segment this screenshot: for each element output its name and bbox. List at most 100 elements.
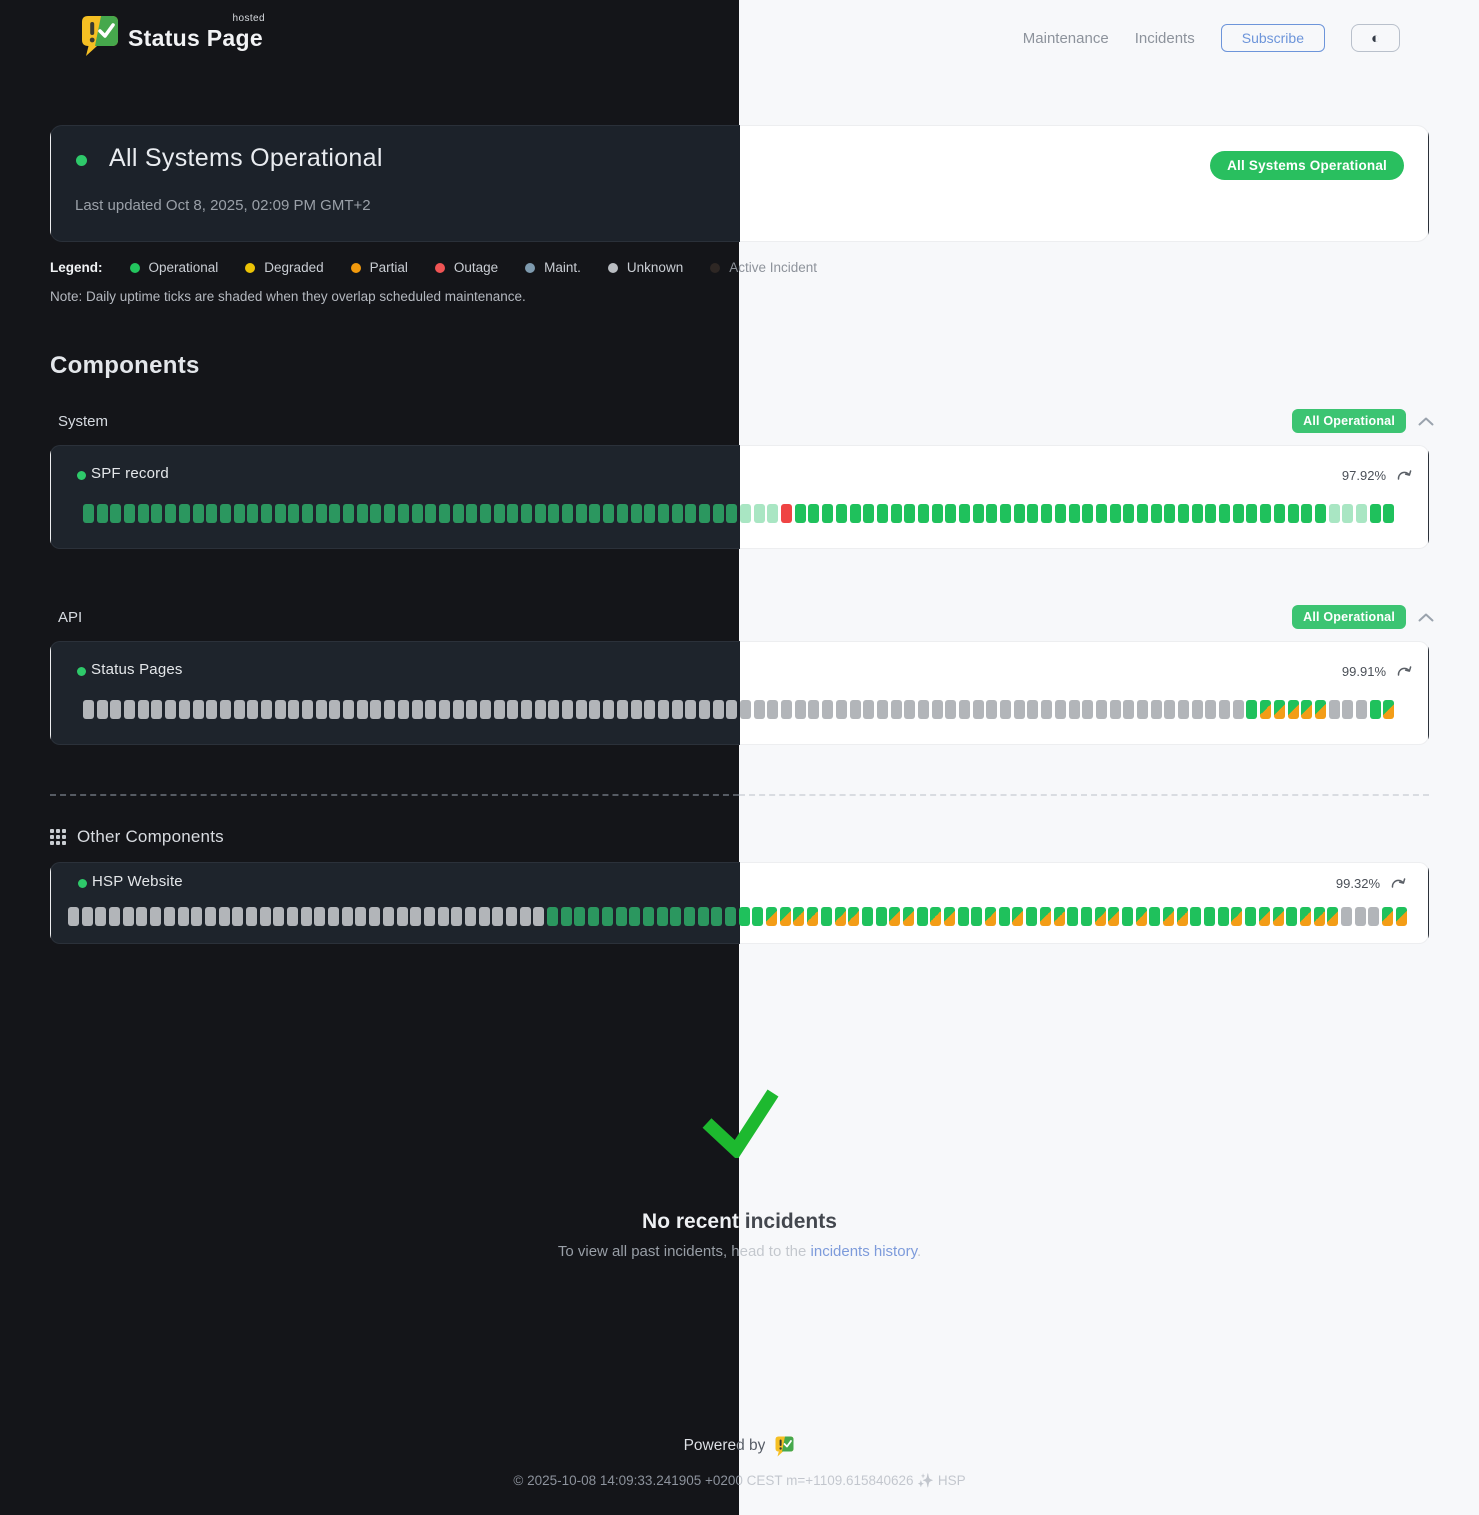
uptime-tick xyxy=(507,700,519,719)
uptime-tick xyxy=(560,907,572,926)
uptime-tick xyxy=(698,700,710,719)
uptime-tick xyxy=(178,504,190,523)
uptime-tick xyxy=(151,504,163,523)
uptime-tick xyxy=(466,504,478,523)
chevron-up-icon[interactable] xyxy=(1418,417,1434,426)
uptime-tick xyxy=(945,504,957,523)
nav-maintenance[interactable]: Maintenance xyxy=(1022,29,1109,47)
uptime-tick xyxy=(466,700,478,719)
uptime-tick xyxy=(110,700,122,719)
subscribe-button[interactable]: Subscribe xyxy=(1220,24,1325,52)
uptime-tick xyxy=(1054,700,1066,719)
incidents-history-link[interactable]: incidents history xyxy=(810,1243,917,1260)
uptime-tick xyxy=(192,700,204,719)
chevron-up-icon[interactable] xyxy=(1418,613,1434,622)
other-components-header: Other Components xyxy=(50,827,224,847)
legend-dot xyxy=(710,262,721,273)
uptime-tick xyxy=(411,504,423,523)
uptime-tick xyxy=(972,504,984,523)
uptime-tick xyxy=(917,504,929,523)
uptime-tick xyxy=(794,504,806,523)
uptime-tick xyxy=(150,907,162,926)
top-nav: Maintenance Incidents Subscribe ◐ xyxy=(1023,24,1400,52)
legend-name: Partial xyxy=(369,260,408,275)
refresh-icon[interactable] xyxy=(1391,877,1406,890)
uptime-tick xyxy=(601,907,613,926)
uptime-tick xyxy=(575,504,587,523)
component-name: Status Pages xyxy=(91,661,183,678)
uptime-tick xyxy=(1136,700,1148,719)
theme-toggle-button[interactable]: ◐ xyxy=(1351,24,1400,52)
uptime-tick xyxy=(1327,907,1339,926)
powered-logo-icon[interactable] xyxy=(774,1435,795,1457)
uptime-tick xyxy=(1109,504,1121,523)
uptime-percent: 99.91% xyxy=(1341,664,1386,679)
uptime-ticks-row xyxy=(83,504,1395,523)
uptime-tick xyxy=(794,700,806,719)
uptime-tick xyxy=(519,907,531,926)
refresh-icon[interactable] xyxy=(1397,665,1412,678)
uptime-tick xyxy=(767,700,779,719)
uptime-tick xyxy=(1246,700,1258,719)
uptime-tick xyxy=(848,907,860,926)
uptime-tick xyxy=(890,504,902,523)
uptime-tick xyxy=(1067,907,1079,926)
uptime-tick xyxy=(109,907,121,926)
uptime-tick xyxy=(630,504,642,523)
uptime-tick xyxy=(110,504,122,523)
uptime-tick xyxy=(1041,700,1053,719)
uptime-tick xyxy=(671,504,683,523)
uptime-tick xyxy=(1301,700,1313,719)
uptime-tick xyxy=(218,907,230,926)
uptime-tick xyxy=(452,504,464,523)
uptime-tick xyxy=(752,907,764,926)
uptime-tick xyxy=(904,700,916,719)
uptime-tick xyxy=(492,907,504,926)
uptime-tick xyxy=(96,700,108,719)
uptime-tick xyxy=(300,907,312,926)
components-heading: Components xyxy=(50,352,200,379)
uptime-tick xyxy=(122,907,134,926)
uptime-tick xyxy=(1273,504,1285,523)
uptime-tick xyxy=(341,907,353,926)
uptime-tick xyxy=(437,907,449,926)
status-dot xyxy=(76,155,87,166)
uptime-tick xyxy=(603,700,615,719)
uptime-tick xyxy=(1082,504,1094,523)
powered-by: Powered by xyxy=(0,1435,1479,1457)
uptime-tick xyxy=(685,700,697,719)
uptime-tick xyxy=(314,907,326,926)
uptime-tick xyxy=(507,504,519,523)
uptime-tick xyxy=(356,700,368,719)
uptime-tick xyxy=(1178,504,1189,523)
uptime-tick xyxy=(233,700,245,719)
uptime-tick xyxy=(808,504,820,523)
uptime-tick xyxy=(274,700,286,719)
uptime-tick xyxy=(1123,504,1135,523)
uptime-tick xyxy=(81,907,93,926)
legend-dot xyxy=(245,262,256,273)
uptime-tick xyxy=(1136,504,1148,523)
uptime-tick xyxy=(588,907,600,926)
refresh-icon[interactable] xyxy=(1397,469,1412,482)
uptime-tick xyxy=(657,504,669,523)
uptime-tick xyxy=(779,907,791,926)
uptime-tick xyxy=(917,700,929,719)
uptime-tick xyxy=(1369,700,1381,719)
uptime-tick xyxy=(382,907,394,926)
uptime-tick xyxy=(1299,907,1311,926)
theme-toggle-icon: ◐ xyxy=(1370,29,1381,47)
grid-icon xyxy=(50,829,66,845)
uptime-tick xyxy=(1258,907,1270,926)
uptime-tick xyxy=(273,907,285,926)
uptime-tick xyxy=(1123,700,1135,719)
uptime-tick xyxy=(1272,907,1284,926)
uptime-tick xyxy=(479,504,491,523)
legend-name: Degraded xyxy=(264,260,324,275)
nav-incidents[interactable]: Incidents xyxy=(1134,29,1195,47)
uptime-tick xyxy=(766,907,778,926)
uptime-tick xyxy=(876,700,888,719)
uptime-tick xyxy=(1314,700,1326,719)
uptime-tick xyxy=(95,907,107,926)
uptime-tick xyxy=(1082,700,1094,719)
